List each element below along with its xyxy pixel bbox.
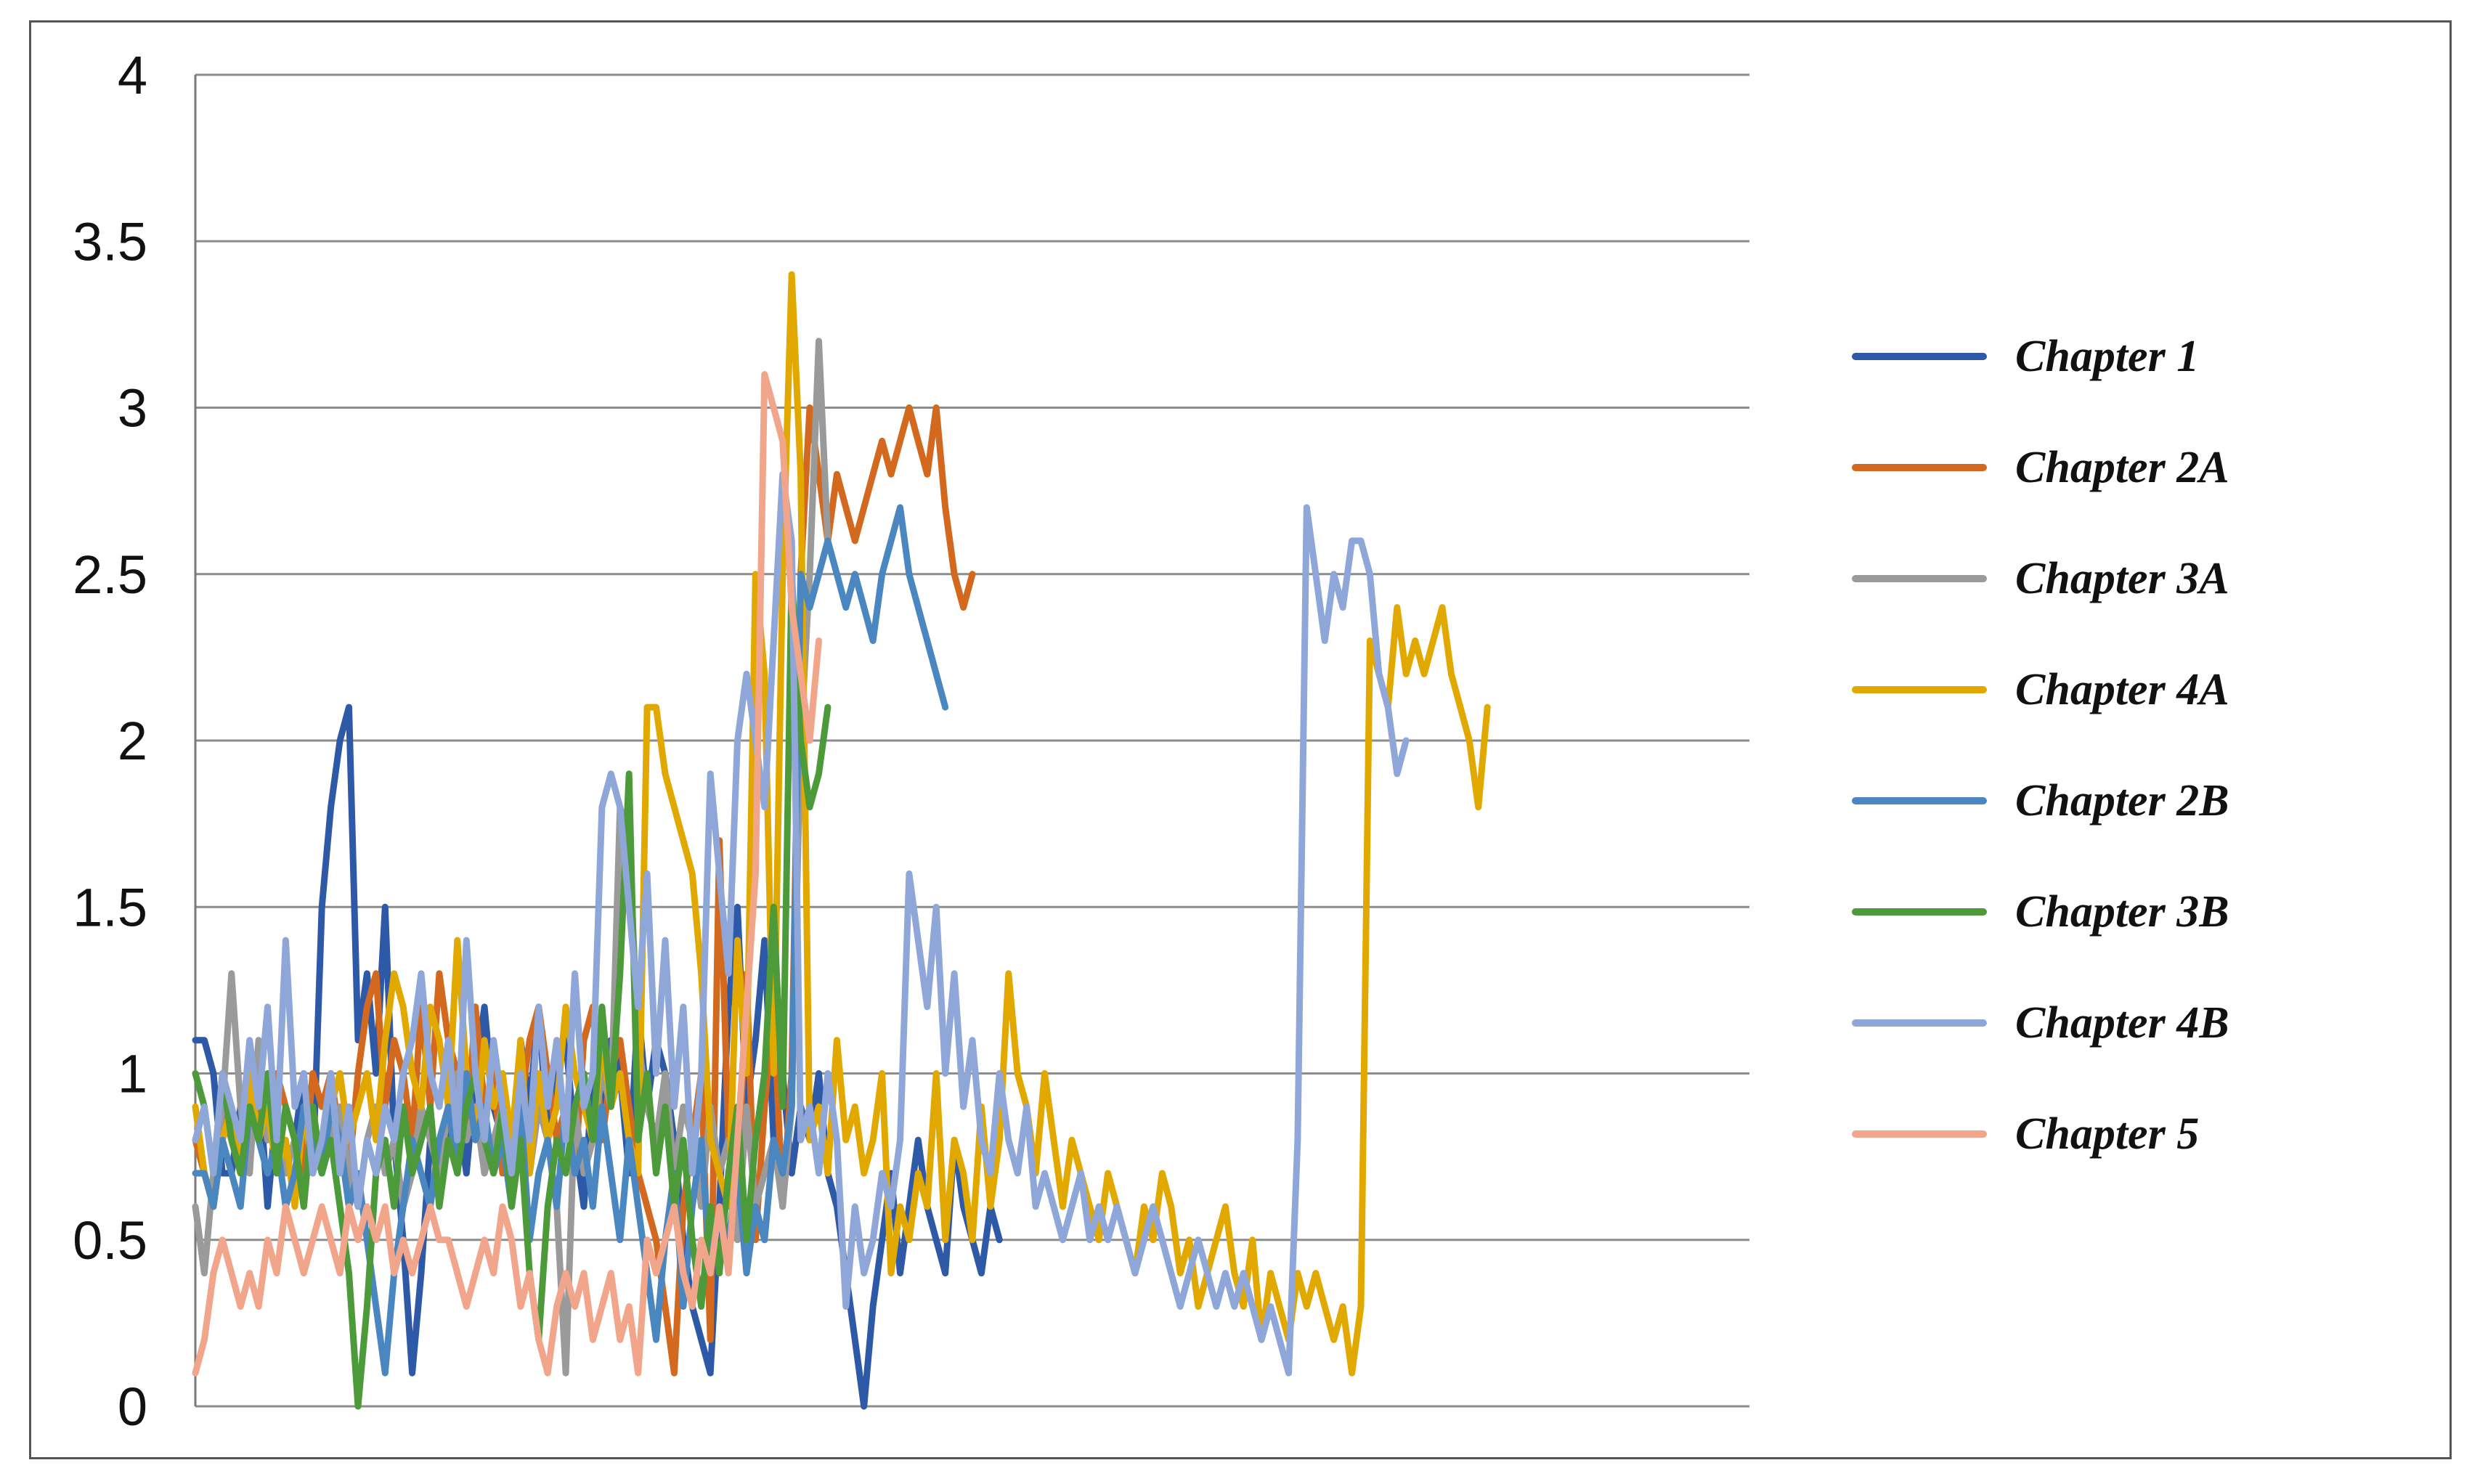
y-tick-label: 1	[118, 1044, 147, 1104]
legend-item: Chapter 3B	[1852, 887, 2229, 937]
y-tick-label: 2	[118, 711, 147, 771]
legend-item: Chapter 4B	[1852, 998, 2229, 1048]
y-tick-label: 4	[118, 45, 147, 105]
legend-label: Chapter 1	[2015, 332, 2199, 381]
y-tick-label: 0.5	[73, 1210, 147, 1271]
legend-label: Chapter 5	[2015, 1109, 2199, 1159]
series-line-chapter-4a	[192, 271, 1491, 1377]
series-lines	[192, 271, 1491, 1410]
legend-label: Chapter 4A	[2015, 665, 2229, 714]
legend-item: Chapter 5	[1852, 1109, 2199, 1159]
legend-label: Chapter 3B	[2015, 887, 2229, 937]
series-line-chapter-4b	[192, 470, 1410, 1377]
legend-item: Chapter 1	[1852, 332, 2199, 381]
legend-label: Chapter 2B	[2015, 776, 2229, 825]
y-tick-label: 0	[118, 1377, 147, 1437]
legend-label: Chapter 2A	[2015, 443, 2229, 492]
legend-item: Chapter 4A	[1852, 665, 2229, 714]
legend-item: Chapter 2B	[1852, 776, 2229, 825]
legend-item: Chapter 2A	[1852, 443, 2229, 492]
chart-frame: 0 0.5 1 1.5 2 2.5 3 3.5 4 Chapter 1 Chapter 2A Cha…	[29, 20, 2452, 1459]
legend-label: Chapter 4B	[2015, 998, 2229, 1048]
legend: Chapter 1 Chapter 2A Chapter 3A Chapter 4A C…	[1852, 332, 2229, 1159]
y-tick-label: 3	[118, 378, 147, 439]
y-tick-label: 1.5	[73, 877, 147, 937]
y-tick-label: 3.5	[73, 211, 147, 272]
y-axis-tick-labels: 0 0.5 1 1.5 2 2.5 3 3.5 4	[73, 45, 147, 1437]
series-line-chapter-5	[192, 371, 822, 1377]
legend-item: Chapter 3A	[1852, 554, 2229, 603]
y-tick-label: 2.5	[73, 545, 147, 605]
legend-label: Chapter 3A	[2015, 554, 2229, 603]
